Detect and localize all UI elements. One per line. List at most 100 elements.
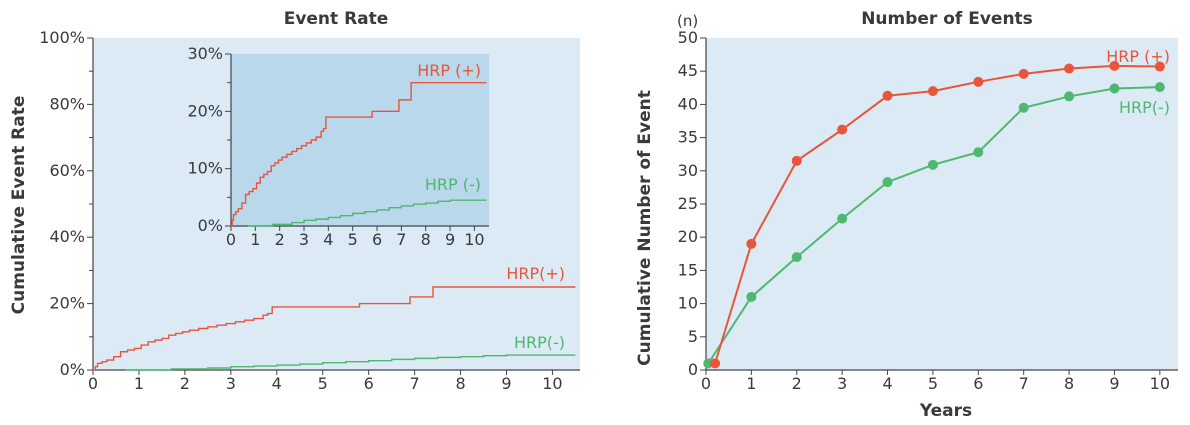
event-rate-y-tick-label: 20%: [49, 294, 85, 313]
event-rate-series-line-hrp-pos: [93, 286, 576, 371]
inset-x-tick-label: 6: [372, 230, 382, 249]
events-title: Number of Events: [861, 9, 1033, 29]
events-y-tick-label: 30: [678, 161, 698, 180]
events-point-hrp-neg: [1109, 83, 1120, 94]
event-rate-y-tick-label: 80%: [49, 94, 85, 113]
inset-x-tick-label: 7: [396, 230, 406, 249]
inset-x-tick-label: 2: [275, 230, 285, 249]
events-x-tick-label: 0: [701, 374, 711, 393]
event-rate-inset: 0 1 2 3 4 5 6 7 8 9 10 0% 10% 20% 30% HRP (+) HRP (-): [187, 44, 489, 249]
event-rate-x-tick-label: 8: [455, 374, 465, 393]
inset-series-line-hrp-pos: [231, 81, 487, 227]
event-rate-x-tick-label: 7: [410, 374, 420, 393]
events-point-hrp-neg: [1064, 91, 1075, 102]
events-x-tick-label: 9: [1109, 374, 1119, 393]
events-point-hrp-pos: [882, 90, 893, 101]
events-x-tick-label: 2: [792, 374, 802, 393]
events-point-hrp-neg: [927, 159, 938, 170]
events-point-hrp-neg: [746, 291, 757, 302]
event-rate-x-tick-label: 10: [542, 374, 562, 393]
events-y-tick-label: 50: [678, 28, 698, 47]
events-plot-area: [706, 38, 1178, 370]
events-ylabel: Cumulative Number of Event: [635, 90, 655, 366]
events-point-hrp-pos: [791, 155, 802, 166]
events-x-tick-label: 4: [882, 374, 892, 393]
events-point-hrp-pos: [1018, 68, 1029, 79]
events-x-tick-label: 10: [1150, 374, 1170, 393]
event-rate-x-tick-label: 5: [318, 374, 328, 393]
inset-axes: 0 1 2 3 4 5 6 7 8 9 10 0% 10% 20% 30%: [187, 44, 489, 249]
event-rate-title: Event Rate: [284, 9, 389, 29]
events-y-tick-label: 25: [678, 194, 698, 213]
event-rate-x-tick-label: 9: [501, 374, 511, 393]
events-point-hrp-neg: [882, 177, 893, 188]
inset-x-tick-label: 10: [464, 230, 484, 249]
events-point-hrp-pos: [1109, 60, 1120, 71]
events-unit-label: (n): [677, 12, 698, 30]
events-y-tick-label: 15: [678, 260, 698, 279]
inset-x-tick-label: 1: [250, 230, 260, 249]
events-x-tick-label: 7: [1019, 374, 1029, 393]
event-rate-series: [93, 286, 576, 371]
events-label-hrp-neg: HRP(-): [1119, 98, 1170, 117]
event-rate-axes: 0 1 2 3 4 5 6 7 8 9 100%20%40%60%80%100%: [39, 28, 580, 393]
events-x-tick-label: 5: [928, 374, 938, 393]
events-label-hrp-pos: HRP (+): [1106, 47, 1170, 66]
inset-label-hrp-neg: HRP (-): [425, 175, 481, 194]
events-y-tick-label: 5: [688, 327, 698, 346]
inset-y-tick-label: 20%: [187, 101, 223, 120]
events-point-hrp-pos: [1064, 63, 1075, 74]
event-rate-x-tick-label: 6: [364, 374, 374, 393]
events-y-tick-label: 35: [678, 128, 698, 147]
inset-y-tick-label: 0%: [198, 216, 223, 235]
events-point-hrp-pos: [973, 76, 984, 87]
event-rate-y-tick-label: 0%: [60, 360, 85, 379]
event-rate-y-tick-label: 60%: [49, 161, 85, 180]
events-point-hrp-pos: [710, 358, 721, 369]
events-y-tick-label: 45: [678, 61, 698, 80]
events-y-tick-label: 20: [678, 227, 698, 246]
events-point-hrp-neg: [837, 213, 848, 224]
event-rate-series-line-hrp-neg: [125, 354, 576, 371]
events-x-tick-label: 1: [746, 374, 756, 393]
number-of-events-chart: Number of Events (n) Cumulative Number o…: [635, 9, 1178, 421]
events-point-hrp-pos: [746, 238, 757, 249]
event-rate-x-tick-label: 3: [226, 374, 236, 393]
event-rate-x-tick-label: 4: [272, 374, 282, 393]
events-x-tick-label: 8: [1064, 374, 1074, 393]
event-rate-label-hrp-neg: HRP(-): [514, 333, 565, 352]
inset-x-tick-label: 4: [323, 230, 333, 249]
inset-label-hrp-pos: HRP (+): [417, 61, 481, 80]
inset-y-tick-label: 10%: [187, 159, 223, 178]
inset-series-line-hrp-neg: [248, 199, 487, 227]
event-rate-x-tick-label: 1: [134, 374, 144, 393]
events-point-hrp-pos: [1154, 61, 1165, 72]
events-y-tick-label: 10: [678, 294, 698, 313]
events-point-hrp-neg: [791, 252, 802, 263]
events-point-hrp-neg: [1154, 82, 1165, 93]
events-x-tick-label: 6: [973, 374, 983, 393]
events-point-hrp-pos: [927, 86, 938, 97]
event-rate-x-tick-label: 0: [88, 374, 98, 393]
event-rate-label-hrp-pos: HRP(+): [506, 264, 565, 283]
inset-x-tick-label: 9: [445, 230, 455, 249]
events-point-hrp-pos: [837, 124, 848, 135]
events-series: [703, 60, 1165, 369]
events-xlabel: Years: [919, 401, 972, 421]
events-point-hrp-neg: [973, 147, 984, 158]
inset-y-tick-label: 30%: [187, 44, 223, 63]
events-x-tick-label: 3: [837, 374, 847, 393]
events-y-tick-label: 0: [688, 360, 698, 379]
event-rate-x-tick-label: 2: [180, 374, 190, 393]
events-point-hrp-neg: [1018, 102, 1029, 113]
event-rate-ylabel: Cumulative Event Rate: [9, 96, 29, 315]
inset-x-tick-label: 8: [421, 230, 431, 249]
event-rate-y-tick-label: 40%: [49, 227, 85, 246]
events-y-tick-label: 40: [678, 94, 698, 113]
inset-x-tick-label: 5: [348, 230, 358, 249]
event-rate-y-tick-label: 100%: [39, 28, 85, 47]
inset-x-tick-label: 0: [226, 230, 236, 249]
